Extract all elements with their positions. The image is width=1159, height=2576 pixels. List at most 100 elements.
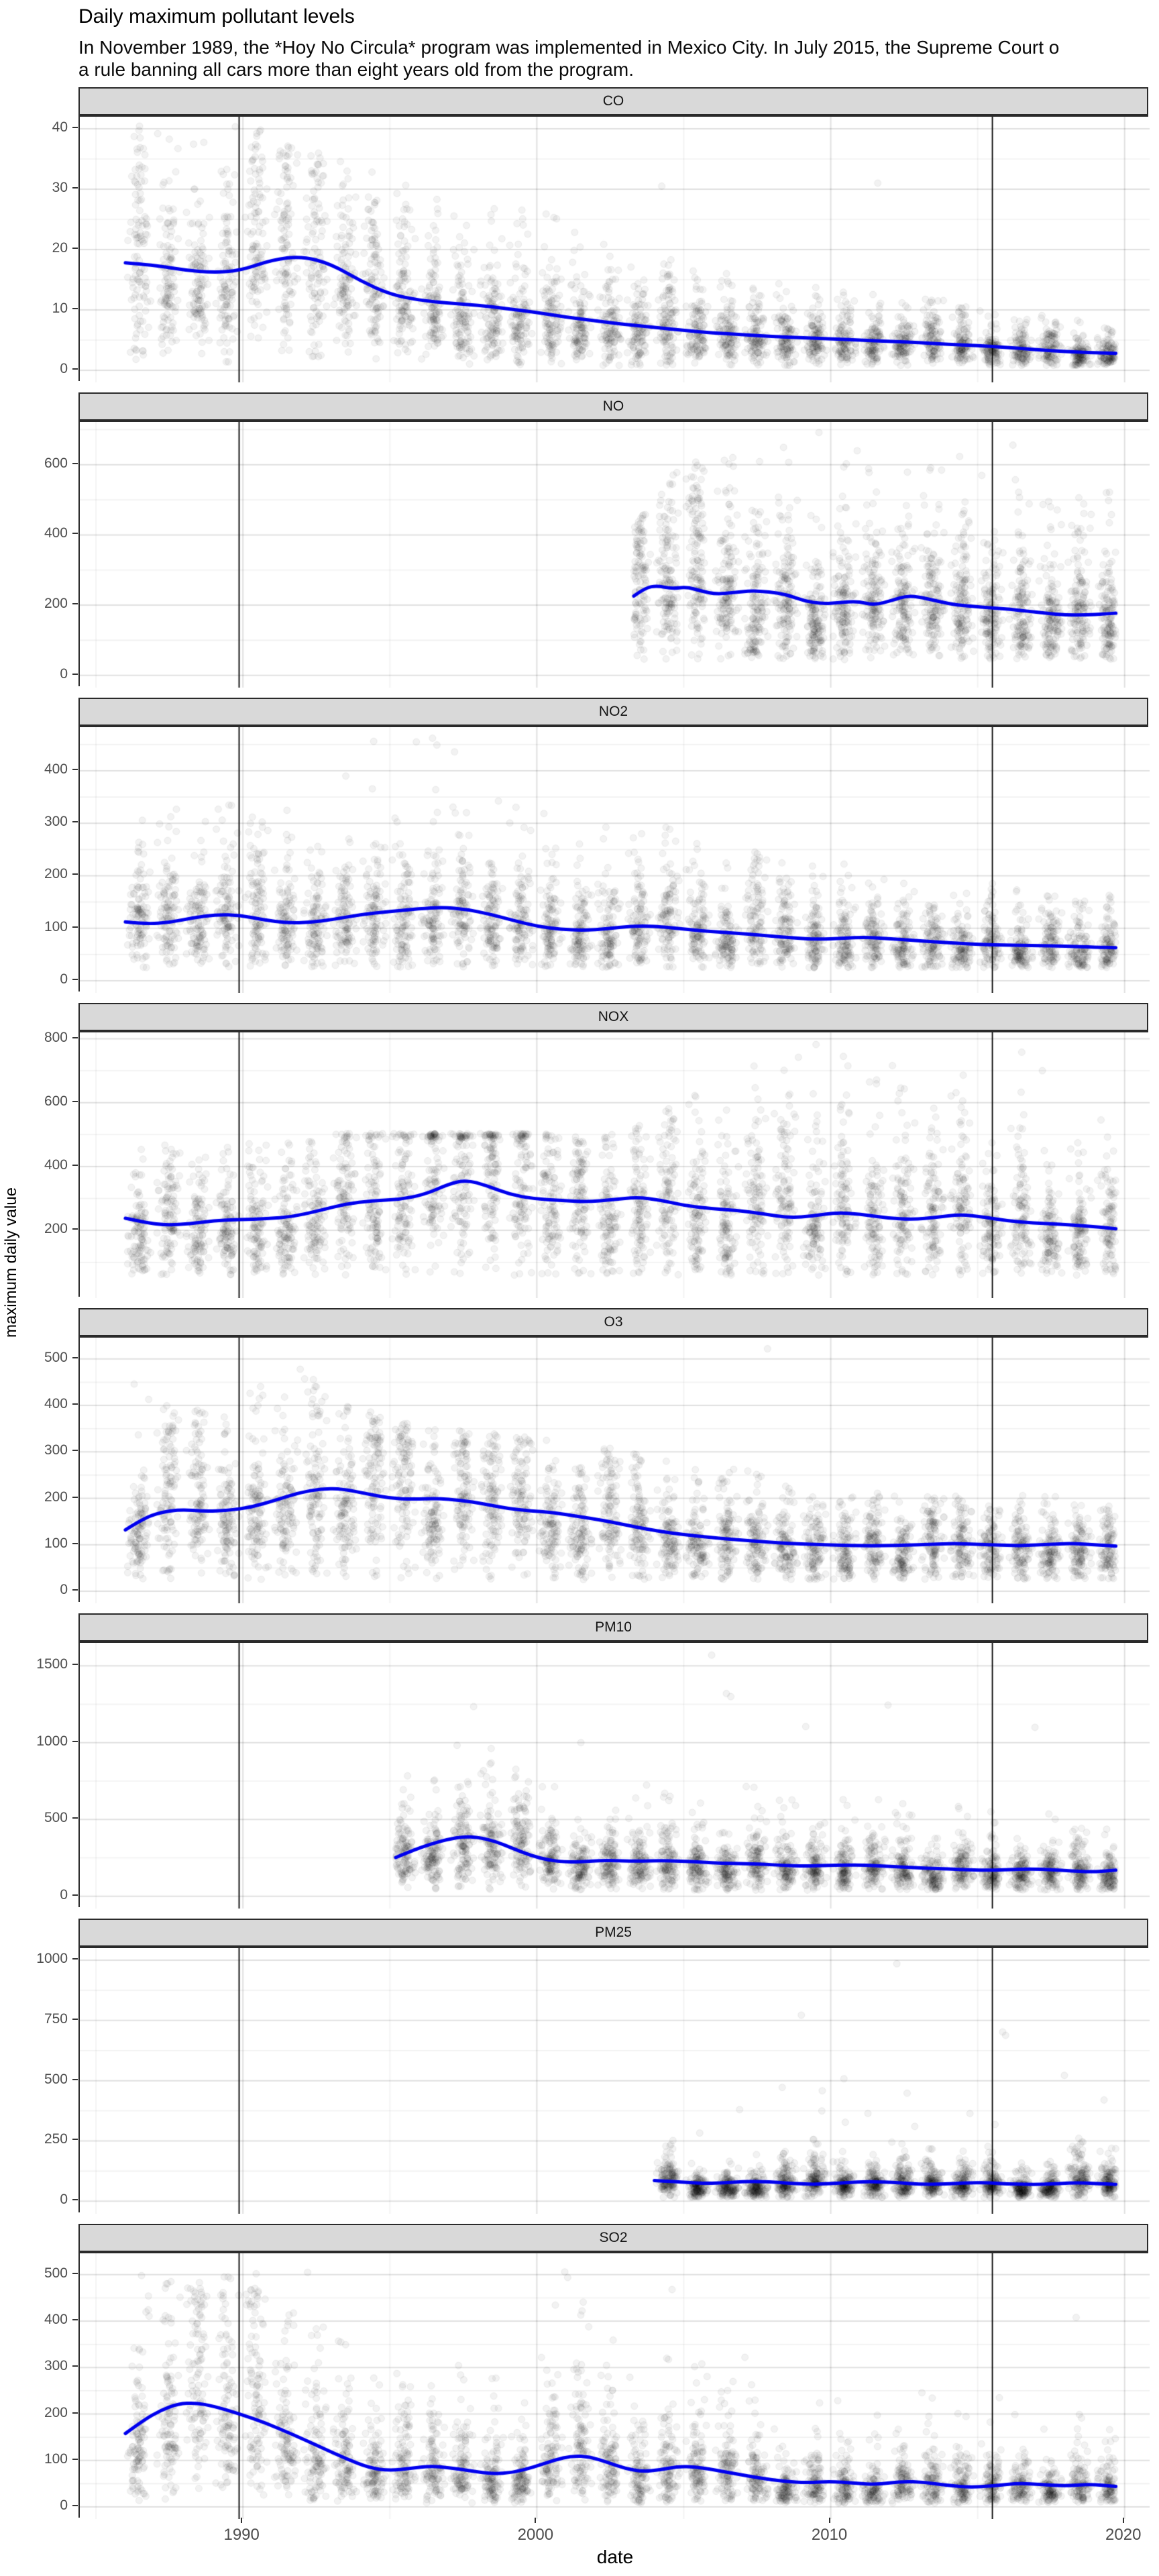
y-tick-label: 0 [60,1582,68,1597]
facet-label: NO2 [598,704,628,719]
y-tick-mark [72,1957,78,1960]
facet-plot-NO [78,421,1150,688]
y-tick-label: 1000 [36,1733,68,1749]
panel-canvas-PM25 [80,1948,1150,2214]
panel-canvas-O3 [80,1338,1150,1603]
facet-label: O3 [604,1314,623,1330]
y-tick-mark [72,187,78,189]
panel-canvas-CO [80,117,1150,382]
facet-plot-PM25 [78,1947,1150,2214]
y-tick-label: 300 [44,2358,68,2374]
y-tick-label: 20 [52,240,68,256]
y-tick-mark [72,821,78,823]
y-tick-mark [72,462,78,464]
facet-strip-PM10: PM10 [78,1613,1148,1642]
page-subtitle: In November 1989, the *Hoy No Circula* p… [78,36,1059,80]
y-tick-label: 0 [60,361,68,376]
y-tick-mark [72,2505,78,2506]
y-tick-label: 500 [44,2071,68,2087]
y-tick-mark [72,2199,78,2201]
y-tick-mark [72,1450,78,1452]
page-title: Daily maximum pollutant levels [78,5,355,28]
subtitle-line-2: a rule banning all cars more than eight … [78,59,634,80]
y-tick-label: 200 [44,2404,68,2420]
x-tick-mark [535,2518,537,2523]
facet-strip-PM25: PM25 [78,1919,1148,1947]
facet-strip-NO: NO [78,392,1148,421]
y-tick-label: 400 [44,761,68,777]
y-tick-label: 300 [44,814,68,830]
y-tick-label: 0 [60,2192,68,2208]
x-tick-mark [241,2518,243,2523]
y-tick-label: 100 [44,918,68,934]
facet-plot-NO2 [78,726,1150,993]
y-tick-mark [72,1164,78,1166]
y-tick-mark [72,1894,78,1896]
facet-strip-NOX: NOX [78,1003,1148,1031]
facet-strip-SO2: SO2 [78,2224,1148,2252]
x-tick-mark [828,2518,830,2523]
y-tick-label: 0 [60,971,68,987]
y-tick-label: 0 [60,665,68,682]
y-tick-mark [72,768,78,770]
facet-label: CO [602,93,624,109]
y-tick-label: 400 [44,2312,68,2328]
x-tick-label: 2000 [517,2526,554,2544]
y-tick-mark [72,1664,78,1666]
y-tick-mark [72,533,78,535]
facet-strip-NO2: NO2 [78,698,1148,726]
y-tick-mark [72,603,78,605]
y-tick-label: 0 [60,2498,68,2513]
y-tick-label: 200 [44,1489,68,1505]
y-tick-mark [72,2018,78,2020]
facet-label: NOX [598,1009,629,1024]
y-tick-mark [72,1100,78,1102]
y-tick-label: 250 [44,2131,68,2147]
y-tick-mark [72,2365,78,2367]
facet-plot-NOX [78,1031,1150,1298]
y-tick-label: 400 [44,1157,68,1173]
y-tick-mark [72,368,78,370]
y-tick-mark [72,673,78,675]
facet-label: PM25 [595,1925,632,1940]
y-tick-label: 500 [44,2265,68,2281]
y-axis-title: maximum daily value [2,1187,20,1338]
y-tick-label: 100 [44,1535,68,1551]
y-tick-label: 100 [44,2451,68,2467]
y-tick-label: 750 [44,2010,68,2027]
y-tick-label: 200 [44,1221,68,1237]
y-tick-label: 1500 [36,1656,68,1672]
panel-canvas-SO2 [80,2253,1150,2519]
y-tick-label: 1000 [36,1950,68,1966]
facet-plot-O3 [78,1336,1150,1603]
y-tick-mark [72,308,78,309]
y-tick-label: 400 [44,1396,68,1412]
y-tick-label: 30 [52,180,68,195]
y-tick-label: 600 [44,455,68,471]
y-tick-label: 600 [44,1093,68,1109]
y-tick-label: 200 [44,596,68,612]
y-tick-mark [72,248,78,249]
y-tick-mark [72,2272,78,2274]
x-tick-label: 1990 [223,2526,260,2544]
y-tick-mark [72,1542,78,1544]
x-tick-label: 2010 [811,2526,848,2544]
y-tick-label: 500 [44,1810,68,1826]
y-tick-mark [72,1356,78,1358]
facet-label: SO2 [599,2230,628,2245]
y-tick-mark [72,2412,78,2414]
facet-strip-O3: O3 [78,1308,1148,1336]
y-tick-label: 300 [44,1442,68,1458]
y-tick-mark [72,2458,78,2460]
facet-plot-CO [78,115,1150,382]
facet-plot-PM10 [78,1642,1150,1909]
y-tick-mark [72,127,78,128]
y-tick-label: 0 [60,1886,68,1902]
y-tick-mark [72,1589,78,1591]
y-tick-mark [72,2319,78,2321]
x-axis-title: date [596,2546,634,2567]
y-tick-mark [72,1228,78,1230]
y-tick-label: 800 [44,1029,68,1045]
panel-canvas-NO2 [80,727,1150,993]
